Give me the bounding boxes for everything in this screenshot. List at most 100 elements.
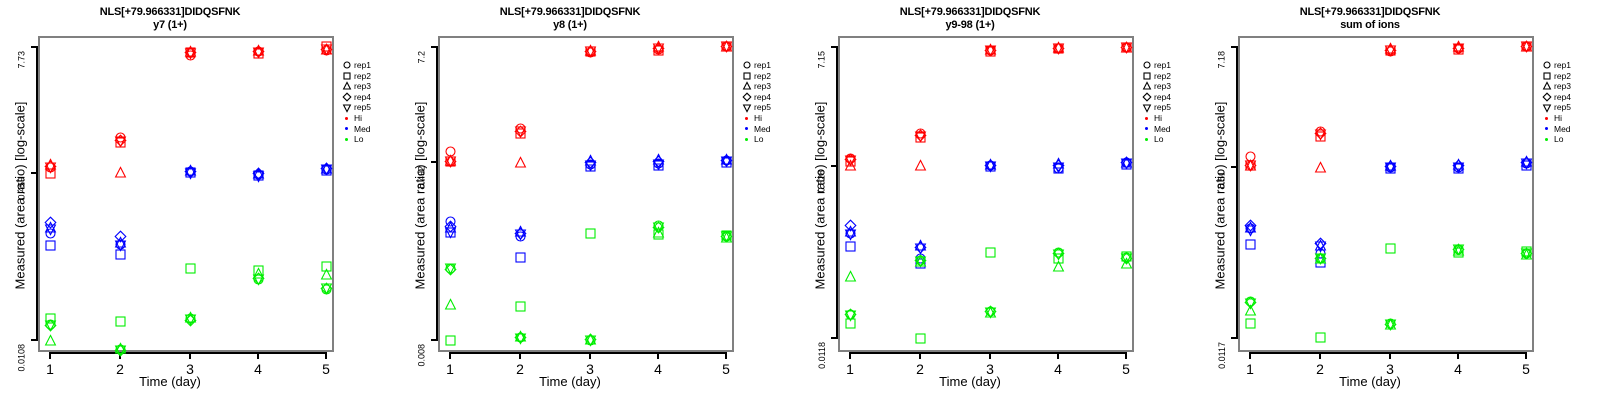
legend-item-label: rep5	[754, 102, 772, 113]
legend-item-rep3[interactable]: rep3	[740, 81, 800, 92]
data-point	[1244, 220, 1256, 233]
panel-title-ion: sum of ions	[1340, 19, 1400, 31]
diamond-icon	[1140, 92, 1153, 102]
legend-item-rep1[interactable]: rep1	[340, 60, 400, 71]
data-point	[320, 164, 332, 177]
legend-item-rep2[interactable]: rep2	[340, 71, 400, 82]
legend-item-rep1[interactable]: rep1	[1540, 60, 1600, 71]
y-tick-mark	[31, 339, 38, 342]
legend-item-rep3[interactable]: rep3	[340, 81, 400, 92]
x-tick-mark	[189, 352, 191, 359]
panel-title-ion: y8 (1+)	[553, 19, 587, 31]
y-axis-label: Measured (area ratio) [log-scale]	[812, 101, 828, 290]
legend-item-rep3[interactable]: rep3	[1140, 81, 1200, 92]
legend-item-lo[interactable]: Lo	[740, 134, 800, 145]
y-axis-spine	[836, 47, 838, 339]
data-point	[514, 333, 526, 345]
legend-item-rep1[interactable]: rep1	[740, 60, 800, 71]
legend-item-med[interactable]: Med	[740, 124, 800, 135]
legend-item-med[interactable]: Med	[340, 124, 400, 135]
x-tick-label: 5	[722, 361, 730, 377]
legend-item-hi[interactable]: Hi	[740, 113, 800, 124]
legend-item-lo[interactable]: Lo	[1140, 134, 1200, 145]
legend-item-rep4[interactable]: rep4	[1540, 92, 1600, 103]
legend-item-rep5[interactable]: rep5	[1140, 102, 1200, 113]
data-point	[252, 44, 264, 56]
dot-icon	[340, 115, 353, 122]
data-point	[1520, 248, 1532, 261]
data-point	[1520, 158, 1532, 171]
legend-item-rep5[interactable]: rep5	[340, 102, 400, 113]
y-tick-label: 0.0108	[17, 344, 27, 372]
x-tick-mark	[1249, 352, 1251, 359]
legend-item-lo[interactable]: Lo	[1540, 134, 1600, 145]
x-axis-spine	[1250, 352, 1526, 354]
data-point	[443, 220, 457, 233]
legend-item-rep4[interactable]: rep4	[740, 92, 800, 103]
data-point	[44, 240, 56, 251]
legend-item-label: rep5	[354, 102, 372, 113]
plot-panel-3: NLS[+79.966331]DIDQSFNK y9-98 (1+) Measure…	[800, 0, 1200, 400]
legend-item-med[interactable]: Med	[1540, 124, 1600, 135]
data-point	[184, 168, 196, 180]
legend-item-label: rep5	[1154, 102, 1172, 113]
x-axis-label: Time (day)	[939, 374, 1001, 389]
data-point	[1244, 223, 1256, 234]
legend-item-rep5[interactable]: rep5	[1540, 102, 1600, 113]
data-point	[44, 158, 56, 170]
data-point	[320, 261, 332, 272]
legend-item-label: Hi	[1154, 112, 1163, 123]
legend-item-rep5[interactable]: rep5	[740, 102, 800, 113]
data-point	[444, 335, 456, 346]
dot-icon	[1140, 136, 1153, 143]
x-axis-label: Time (day)	[139, 374, 201, 389]
panel-title: NLS[+79.966331]DIDQSFNK y9-98 (1+)	[800, 6, 1140, 32]
x-tick-label: 4	[254, 361, 262, 377]
legend-item-label: rep3	[354, 81, 372, 92]
legend-item-rep2[interactable]: rep2	[740, 71, 800, 82]
data-point	[584, 44, 596, 56]
legend-item-hi[interactable]: Hi	[1140, 113, 1200, 124]
legend-item-rep1[interactable]: rep1	[1140, 60, 1200, 71]
x-axis-label: Time (day)	[539, 374, 601, 389]
data-point	[44, 319, 56, 332]
plot-area	[438, 36, 734, 352]
y-axis-spine	[36, 46, 38, 341]
plot-panel-4: NLS[+79.966331]DIDQSFNK sum of ions Measur…	[1200, 0, 1600, 400]
square-icon	[340, 72, 353, 80]
data-point	[584, 228, 596, 239]
y-tick-mark	[1231, 336, 1238, 339]
data-point	[514, 126, 526, 139]
data-point	[844, 241, 856, 252]
legend: rep1 rep2 rep3 rep4 rep5 Hi Med Lo	[740, 60, 800, 145]
legend-item-label: rep1	[754, 60, 772, 70]
legend-item-rep3[interactable]: rep3	[1540, 81, 1600, 92]
x-axis-spine	[50, 352, 326, 354]
data-point	[984, 45, 996, 58]
legend-item-hi[interactable]: Hi	[1540, 113, 1600, 124]
x-tick-label: 5	[1122, 361, 1130, 377]
legend-item-lo[interactable]: Lo	[340, 134, 400, 145]
x-tick-mark	[1389, 352, 1391, 359]
x-tick-label: 4	[1454, 361, 1462, 377]
legend-item-hi[interactable]: Hi	[340, 113, 400, 124]
data-point	[1452, 43, 1464, 55]
data-point	[1314, 161, 1326, 173]
legend-item-rep2[interactable]: rep2	[1540, 71, 1600, 82]
data-point	[444, 153, 456, 166]
panel-title: NLS[+79.966331]DIDQSFNK y7 (1+)	[0, 6, 340, 32]
legend-item-med[interactable]: Med	[1140, 124, 1200, 135]
panel-title-ion: y7 (1+)	[153, 19, 187, 31]
data-point	[514, 229, 526, 242]
plot-area	[838, 36, 1134, 352]
data-point	[252, 47, 264, 59]
x-tick-mark	[449, 352, 451, 359]
data-point	[514, 231, 526, 242]
legend-item-rep2[interactable]: rep2	[1140, 71, 1200, 82]
legend-item-rep4[interactable]: rep4	[340, 92, 400, 103]
diamond-icon	[1540, 92, 1553, 102]
data-point	[844, 229, 856, 242]
legend-item-rep4[interactable]: rep4	[1140, 92, 1200, 103]
square-icon	[1140, 72, 1153, 80]
data-point	[720, 152, 732, 165]
